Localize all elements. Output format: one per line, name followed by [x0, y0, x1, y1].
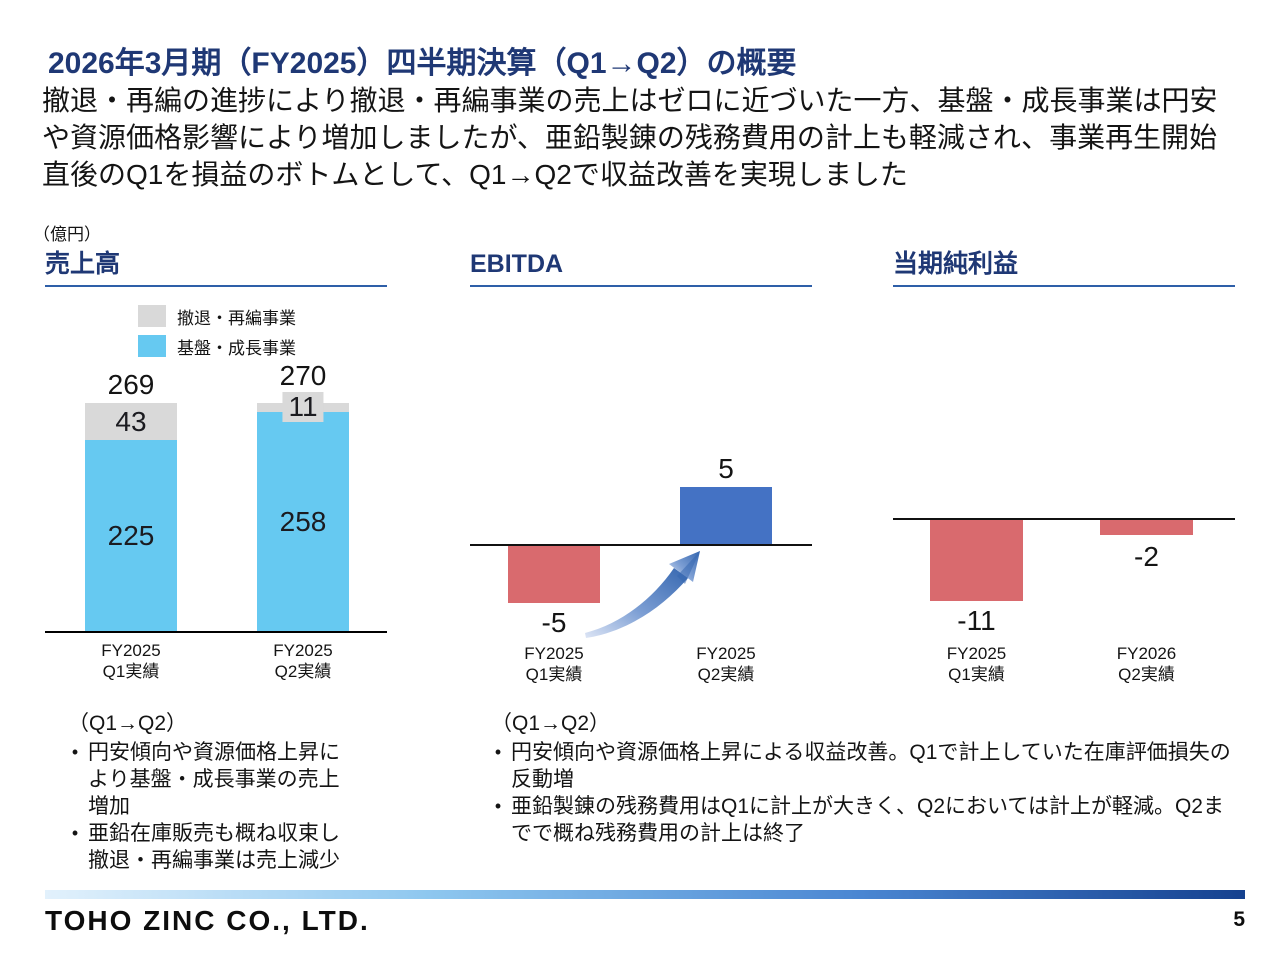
ebitda-value-q2: 5 [718, 453, 734, 484]
revenue-seg-base-q2: 258 [257, 412, 349, 631]
revenue-xlabel-q2: FY2025 Q2実績 [273, 641, 333, 681]
revenue-note-text-2: 亜鉛在庫販売も概ね収束し撤退・再編事業は売上減少 [88, 822, 340, 872]
revenue-chart: 売上高 撤退・再編事業 基盤・成長事業 269 43 225 FY2025 Q1… [45, 250, 387, 710]
net-income-chart: 当期純利益 -11 -2 FY2025 Q1実績 FY2026 Q2実績 [893, 250, 1235, 710]
base-legend-label: 基盤・成長事業 [177, 338, 296, 358]
revenue-seg-base-q2-value: 258 [279, 505, 327, 537]
revenue-notes: （Q1→Q2） • 円安傾向や資源価格上昇により基盤・成長事業の売上増加 • 亜… [62, 710, 364, 874]
revenue-chart-title: 売上高 [45, 250, 387, 287]
profit-note-text-2: 亜鉛製錬の残務費用はQ1に計上が大きく、Q2においては計上が軽減。Q2までで概ね… [511, 795, 1224, 845]
revenue-xlabel-q1: FY2025 Q1実績 [101, 641, 161, 681]
ebitda-bar-q2: 5 [680, 455, 772, 544]
page-number: 5 [1233, 908, 1245, 931]
revenue-total-q1: 269 [107, 369, 155, 400]
revenue-total-q2: 270 [279, 360, 327, 391]
ebitda-bar-q1: -5 [508, 546, 600, 637]
net-xlabel-q1: FY2025 Q1実績 [946, 644, 1007, 684]
profit-note-text-1: 円安傾向や資源価格上昇による収益改善。Q1で計上していた在庫評価損失の反動増 [511, 741, 1231, 791]
legend-row-base: 基盤・成長事業 [138, 335, 296, 358]
legend-row-withdrawal: 撤退・再編事業 [138, 305, 296, 328]
net-bar-q1: -11 [930, 520, 1023, 635]
revenue-seg-withdrawal-q1-value: 43 [115, 405, 147, 437]
ebitda-value-q1: -5 [541, 607, 567, 638]
ebitda-axis-line [470, 544, 812, 546]
revenue-note-item-2: • 亜鉛在庫販売も概ね収束し撤退・再編事業は売上減少 [62, 820, 364, 874]
bullet-icon: • [71, 742, 79, 762]
ebitda-chart-title: EBITDA [470, 250, 812, 287]
net-bar-q2: -2 [1100, 520, 1193, 571]
profit-note-item-2: • 亜鉛製錬の残務費用はQ1に計上が大きく、Q2においては計上が軽減。Q2までで… [485, 793, 1233, 847]
withdrawal-legend-label: 撤退・再編事業 [177, 308, 296, 328]
revenue-seg-withdrawal-q1: 43 [85, 403, 177, 440]
revenue-seg-base-q1: 225 [85, 440, 177, 631]
ebitda-chart: EBITDA -5 5 FY [470, 250, 812, 710]
profit-notes: （Q1→Q2） • 円安傾向や資源価格上昇による収益改善。Q1で計上していた在庫… [485, 710, 1233, 847]
revenue-bar-q1: 269 43 225 FY2025 Q1実績 [85, 371, 177, 681]
base-legend-swatch [138, 335, 166, 357]
net-income-axis-line [893, 518, 1235, 520]
bullet-icon: • [71, 823, 79, 843]
revenue-seg-base-q1-value: 225 [107, 519, 155, 551]
net-value-q2: -2 [1134, 541, 1159, 572]
revenue-notes-heading: （Q1→Q2） [68, 712, 188, 735]
withdrawal-legend-swatch [138, 305, 166, 327]
revenue-q2-withdrawal-badge: 11 [282, 392, 324, 422]
revenue-plot: 269 43 225 FY2025 Q1実績 270 11 258 FY2025… [45, 360, 387, 681]
bullet-icon: • [494, 796, 502, 816]
net-xlabel-q2: FY2026 Q2実績 [1116, 644, 1177, 684]
profit-note-item-1: • 円安傾向や資源価格上昇による収益改善。Q1で計上していた在庫評価損失の反動増 [485, 739, 1233, 793]
revenue-note-item-1: • 円安傾向や資源価格上昇により基盤・成長事業の売上増加 [62, 739, 364, 820]
ebitda-plot: -5 5 FY2025 Q1実績 FY2025 Q2実績 [470, 430, 812, 684]
ebitda-xlabel-q1: FY2025 Q1実績 [524, 644, 584, 684]
summary-text: 撤退・再編の進捗により撤退・再編事業の売上はゼロに近づいた一方、基盤・成長事業は… [42, 85, 1218, 190]
revenue-legend: 撤退・再編事業 基盤・成長事業 [138, 305, 296, 358]
revenue-bar-q2: 270 11 258 FY2025 Q2実績 [257, 362, 349, 681]
net-value-q1: -11 [957, 605, 996, 636]
net-income-chart-title: 当期純利益 [893, 250, 1235, 287]
page-title: 2026年3月期（FY2025）四半期決算（Q1→Q2）の概要 [48, 47, 797, 80]
revenue-note-text-1: 円安傾向や資源価格上昇により基盤・成長事業の売上増加 [88, 741, 340, 818]
unit-label: （億円） [33, 225, 101, 244]
company-name: TOHO ZINC CO., LTD. [45, 905, 370, 936]
profit-notes-heading: （Q1→Q2） [491, 712, 611, 735]
improvement-arrow-icon [585, 551, 700, 638]
net-income-plot: -11 -2 FY2025 Q1実績 FY2026 Q2実績 [893, 430, 1235, 684]
footer-gradient-bar [45, 890, 1245, 899]
ebitda-xlabel-q2: FY2025 Q2実績 [696, 644, 756, 684]
bullet-icon: • [494, 742, 502, 762]
